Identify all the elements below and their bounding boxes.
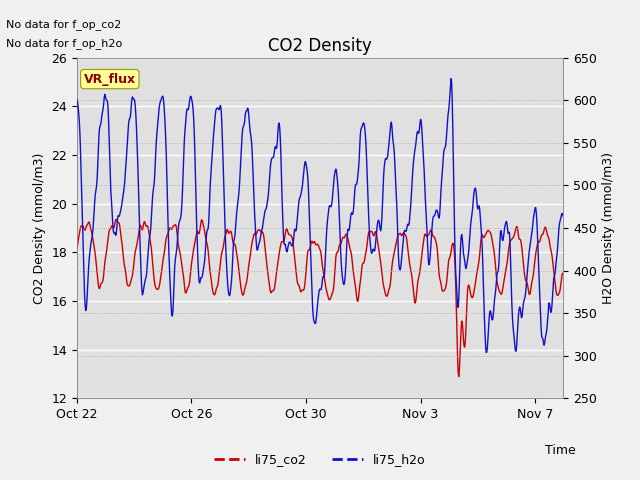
Text: No data for f_op_co2: No data for f_op_co2 — [6, 19, 122, 30]
Y-axis label: CO2 Density (mmol/m3): CO2 Density (mmol/m3) — [33, 152, 45, 304]
Text: No data for f_op_h2o: No data for f_op_h2o — [6, 38, 123, 49]
Title: CO2 Density: CO2 Density — [268, 36, 372, 55]
Legend: li75_co2, li75_h2o: li75_co2, li75_h2o — [209, 448, 431, 471]
Y-axis label: H2O Density (mmol/m3): H2O Density (mmol/m3) — [602, 152, 616, 304]
Text: Time: Time — [545, 444, 576, 456]
Text: VR_flux: VR_flux — [84, 72, 136, 85]
